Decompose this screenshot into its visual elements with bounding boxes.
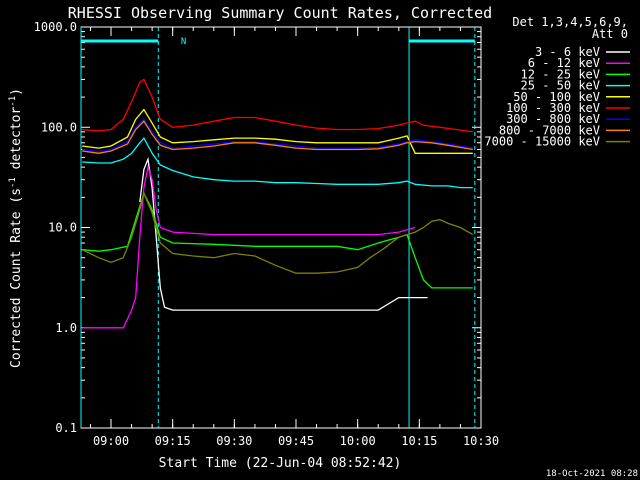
legend-label-0: 3 - 6 keV <box>535 45 600 59</box>
chart-title: RHESSI Observing Summary Count Rates, Co… <box>68 4 492 22</box>
series-line-5 <box>82 78 473 133</box>
y-tick-label: 0.1 <box>55 421 77 435</box>
night-bar-label: N <box>181 37 186 47</box>
series-line-0 <box>139 156 428 311</box>
series-line-2 <box>82 191 473 289</box>
y-axis-label-end: ) <box>9 88 24 96</box>
series-line-7 <box>82 120 473 154</box>
y-tick-label: 10.0 <box>48 221 77 235</box>
legend-header-line2: Att 0 <box>592 27 628 41</box>
x-tick-label: 10:00 <box>340 434 376 448</box>
y-tick-label: 1.0 <box>55 321 77 335</box>
legend-label-8: 7000 - 15000 keV <box>484 135 600 149</box>
legend-label-7: 800 - 7000 keV <box>499 123 600 137</box>
legend-label-1: 6 - 12 keV <box>528 56 600 70</box>
y-axis-label-sup1: -1 <box>8 177 18 188</box>
plot-area: 1000.0 100.0 10.0 1.0 0.1 09:00 09:15 09:30 09:4… <box>34 20 499 448</box>
legend-label-2: 12 - 25 keV <box>521 67 600 81</box>
legend-label-4: 50 - 100 keV <box>513 90 600 104</box>
series-line-6 <box>82 118 473 153</box>
legend-header-line1: Det 1,3,4,5,6,9, <box>512 15 628 29</box>
legend-label-6: 300 - 800 keV <box>506 112 600 126</box>
legend-label-3: 25 - 50 keV <box>521 79 600 93</box>
y-axis-label: Corrected Count Rate (s-1 detector-1) <box>8 88 24 368</box>
x-tick-label: 09:00 <box>93 434 129 448</box>
series-line-3 <box>82 136 473 189</box>
x-tick-label: 09:15 <box>155 434 191 448</box>
y-axis-label-sup2: -1 <box>8 96 18 107</box>
series-line-8 <box>81 191 474 274</box>
x-tick-label: 09:45 <box>278 434 314 448</box>
x-tick-label: 10:30 <box>463 434 499 448</box>
x-axis-label: Start Time (22-Jun-04 08:52:42) <box>159 456 402 471</box>
series-line-4 <box>82 108 473 154</box>
y-axis-label-mid: detector <box>9 107 24 178</box>
y-tick-label: 1000.0 <box>34 20 77 34</box>
y-axis-label-main: Corrected Count Rate (s <box>9 188 24 368</box>
x-tick-label: 09:30 <box>216 434 252 448</box>
legend-label-5: 100 - 300 keV <box>506 101 600 115</box>
series-line-1 <box>82 164 416 329</box>
y-tick-label: 100.0 <box>41 120 77 134</box>
x-tick-label: 10:15 <box>401 434 437 448</box>
timestamp: 18-Oct-2021 08:28 <box>546 469 638 479</box>
